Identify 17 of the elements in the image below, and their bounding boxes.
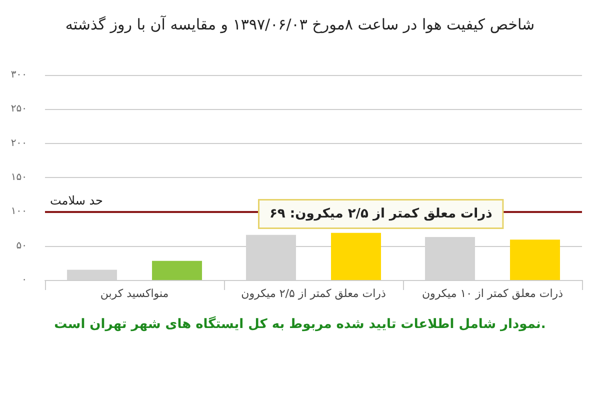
x-tick-label: ذرات معلق کمتر از ۱۰ میکرون <box>422 287 564 300</box>
x-tick-label: منواکسید کربن <box>100 287 169 300</box>
y-tick-label: ۱۰۰ <box>10 206 27 218</box>
y-tick-label: ۵۰ <box>16 240 27 252</box>
y-tick-label: ۳۰۰ <box>10 70 27 80</box>
chart-title: شاخص کیفیت هوا در ساعت ۸مورخ ۱۳۹۷/۰۶/۰۳ و مقایسه آن با روز گذشته <box>65 14 535 34</box>
y-tick-label: ۱۵۰ <box>10 172 27 183</box>
x-tick-label: ذرات معلق کمتر از ۲/۵ میکرون <box>241 287 386 300</box>
bar <box>331 232 381 280</box>
ref-line-label: حد سلامت <box>50 194 103 208</box>
text: نمودار شامل اطلاعات تایید شده مربوط به کل ایستگاه های شهر تهران است. <box>54 316 546 332</box>
y-tick-label: ۲۵۰ <box>10 104 27 115</box>
y-tick-label: ۰ <box>22 274 27 286</box>
bar <box>510 240 560 280</box>
y-tick-label: ۲۰۰ <box>10 138 27 149</box>
bar <box>152 260 202 280</box>
annotation: ذرات معلق کمتر از ۲/۵ میکرون: ۶۹ <box>270 206 493 222</box>
